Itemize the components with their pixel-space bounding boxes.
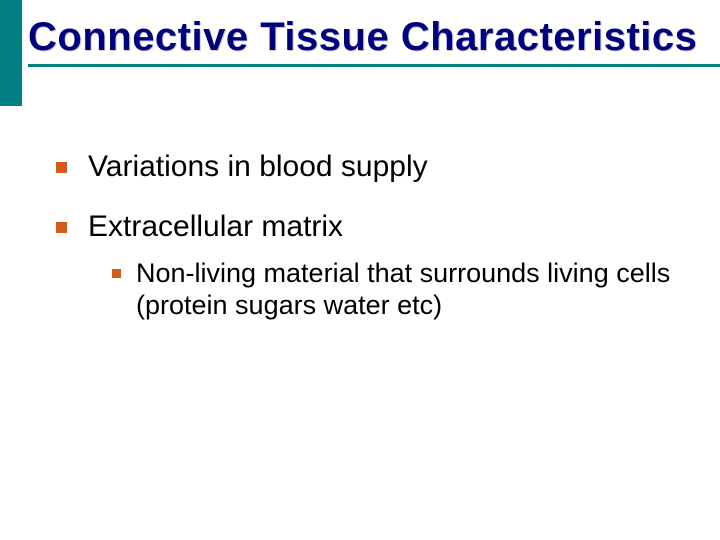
list-item: Extracellular matrix Non-living material… (56, 208, 680, 322)
bullet-list-level2: Non-living material that surrounds livin… (112, 257, 680, 322)
content-region: Variations in blood supply Extracellular… (56, 148, 680, 344)
list-item: Variations in blood supply (56, 148, 680, 186)
list-item-label: Variations in blood supply (88, 150, 428, 183)
title-region: Connective Tissue Characteristics (28, 14, 708, 62)
list-item-label: Extracellular matrix (88, 210, 343, 243)
list-item-label: Non-living material that surrounds livin… (136, 258, 670, 320)
list-item: Non-living material that surrounds livin… (112, 257, 680, 322)
accent-left-bar (0, 0, 22, 106)
bullet-list-level1: Variations in blood supply Extracellular… (56, 148, 680, 322)
title-underline (28, 64, 720, 67)
slide-title: Connective Tissue Characteristics (28, 14, 708, 62)
slide: Connective Tissue Characteristics Variat… (0, 0, 720, 540)
